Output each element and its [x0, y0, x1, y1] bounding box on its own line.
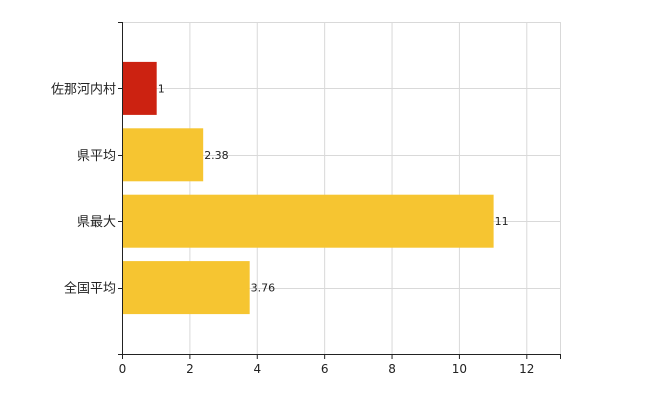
- bar: [123, 194, 494, 248]
- category-label: 佐那河内村: [51, 81, 116, 97]
- data-label: 1: [158, 82, 165, 95]
- x-tick-label: 10: [452, 362, 467, 376]
- bars: [123, 61, 494, 315]
- category-label: 全国平均: [64, 281, 116, 297]
- category-label: 県最大: [77, 215, 116, 230]
- data-label: 2.38: [204, 149, 229, 162]
- bar: [123, 128, 204, 182]
- x-tick-label: 12: [519, 362, 534, 376]
- x-tick-label: 2: [186, 362, 194, 376]
- x-tick-label: 6: [321, 362, 329, 376]
- data-label: 11: [495, 215, 509, 228]
- data-label: 3.76: [251, 282, 276, 295]
- category-label: 県平均: [77, 149, 116, 164]
- x-tick-label: 8: [388, 362, 396, 376]
- labels: 1 佐那河内村 2.38 県平均 11 県最大 3.76 全国平均 0 2 4 6 8 10 12: [51, 81, 534, 376]
- bar: [123, 61, 157, 115]
- bar: [123, 261, 250, 315]
- x-tick-label: 4: [253, 362, 261, 376]
- x-tick-label: 0: [119, 362, 127, 376]
- axes: [118, 22, 561, 359]
